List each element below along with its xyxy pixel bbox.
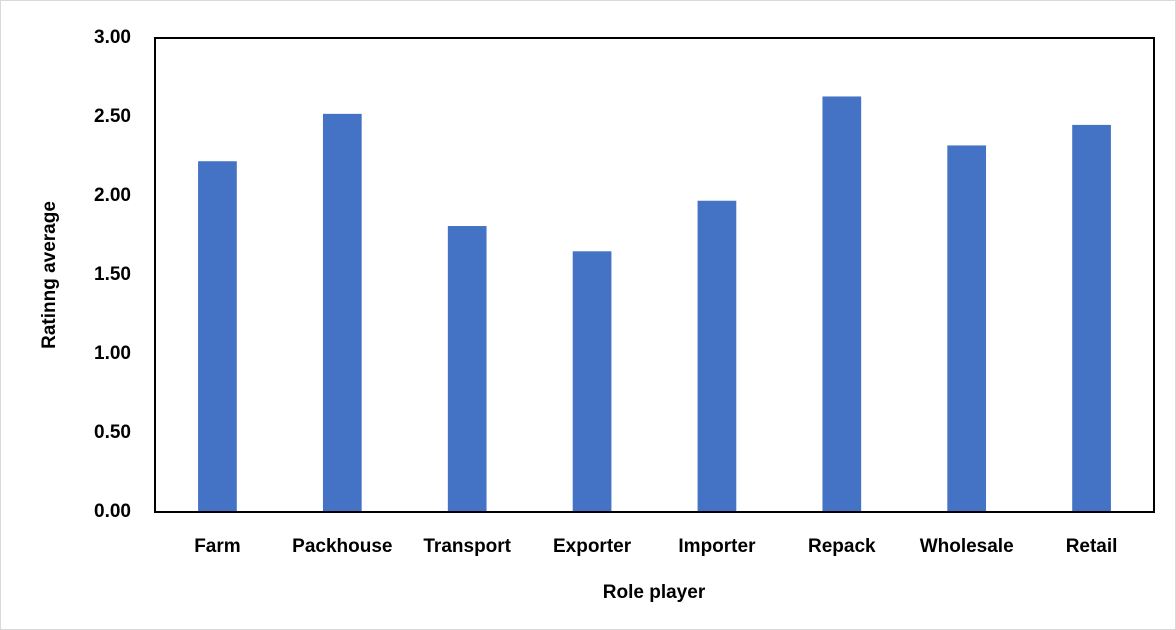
y-tick-label: 2.00 [94,185,131,206]
y-tick-label: 0.50 [94,422,131,443]
x-tick-label: Repack [808,536,876,557]
bar [822,96,862,513]
x-tick-label: Retail [1066,536,1118,557]
y-axis-title: Ratinng average [39,201,60,349]
x-tick-label: Farm [194,536,240,557]
y-tick-label: 0.00 [94,501,131,522]
y-tick-label: 2.50 [94,106,131,127]
y-tick-label: 1.50 [94,264,131,285]
x-axis-title: Role player [603,582,706,603]
bar [1072,124,1111,513]
bar [697,200,737,513]
y-tick-label: 3.00 [94,27,131,48]
x-tick-label: Transport [423,536,511,557]
x-tick-label: Exporter [553,536,632,557]
bar [447,226,487,512]
bar [947,145,987,512]
bar [572,251,612,513]
x-tick-label: Packhouse [292,536,392,557]
plot-border [154,37,1155,513]
bar [322,113,362,512]
x-tick-label: Importer [678,536,756,557]
x-tick-label: Wholesale [920,536,1014,557]
bar [198,161,237,513]
y-tick-label: 1.00 [94,343,131,364]
